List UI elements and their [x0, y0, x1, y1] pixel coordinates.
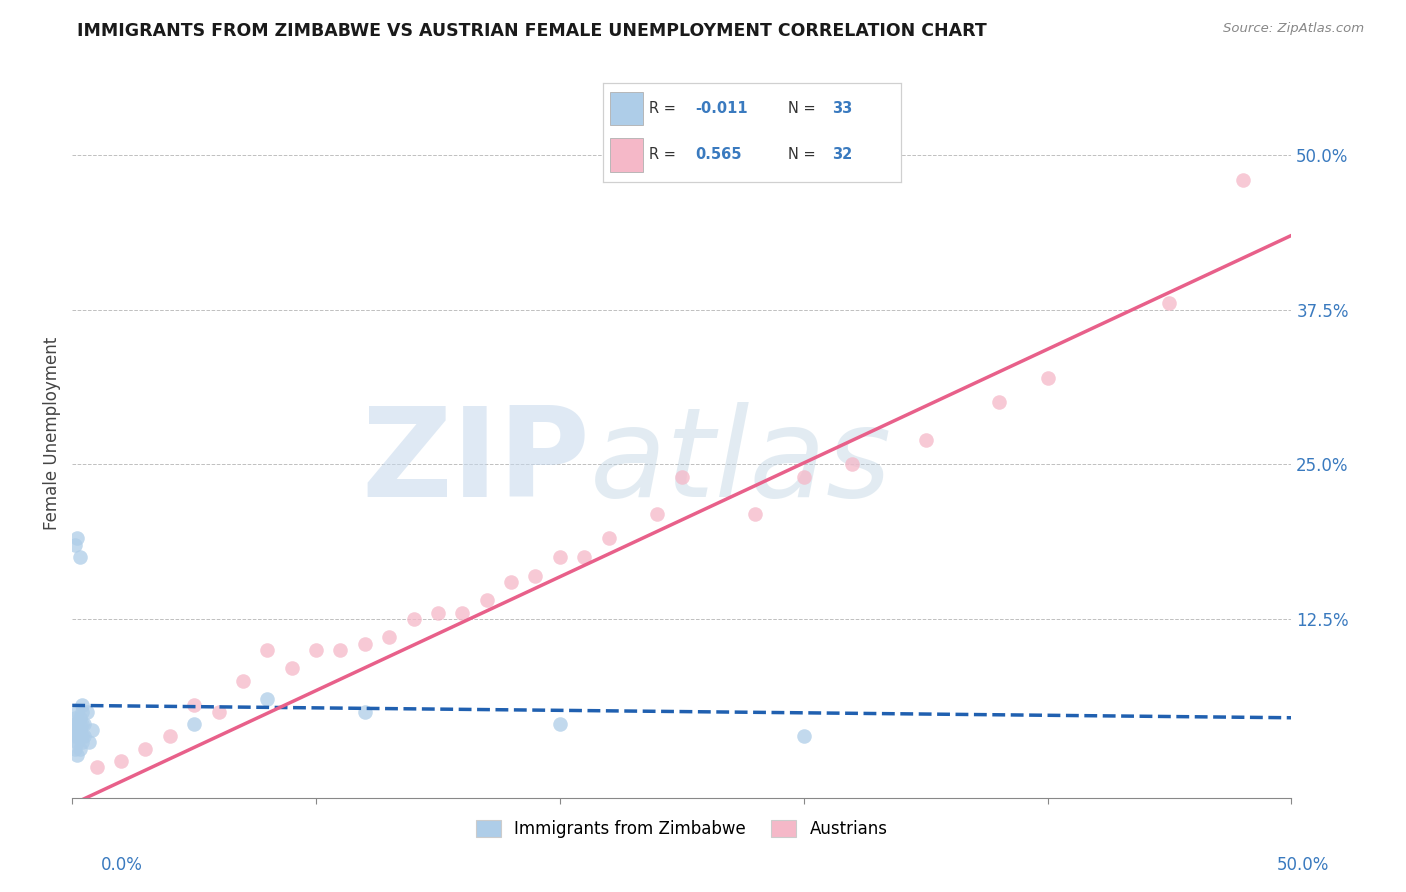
Point	[378, 631, 401, 645]
Point	[256, 642, 278, 657]
Point	[159, 729, 181, 743]
Point	[63, 741, 86, 756]
Point	[353, 705, 375, 719]
Point	[70, 735, 93, 749]
Point	[134, 741, 156, 756]
Point	[987, 395, 1010, 409]
Point	[69, 741, 91, 756]
Point	[548, 717, 571, 731]
Text: IMMIGRANTS FROM ZIMBABWE VS AUSTRIAN FEMALE UNEMPLOYMENT CORRELATION CHART: IMMIGRANTS FROM ZIMBABWE VS AUSTRIAN FEM…	[77, 22, 987, 40]
Point	[69, 723, 91, 738]
Point	[353, 636, 375, 650]
Point	[76, 705, 98, 719]
Point	[63, 717, 86, 731]
Point	[70, 705, 93, 719]
Point	[793, 729, 815, 743]
Point	[69, 729, 91, 743]
Point	[501, 574, 523, 589]
Point	[66, 705, 89, 719]
Point	[207, 705, 229, 719]
Point	[70, 717, 93, 731]
Point	[63, 723, 86, 738]
Point	[63, 538, 86, 552]
Point	[66, 532, 89, 546]
Point	[79, 735, 101, 749]
Point	[232, 673, 254, 688]
Point	[1232, 173, 1254, 187]
Point	[66, 735, 89, 749]
Point	[305, 642, 328, 657]
Point	[70, 729, 93, 743]
Point	[451, 606, 474, 620]
Point	[80, 723, 103, 738]
Point	[110, 754, 132, 768]
Point	[574, 549, 596, 564]
Point	[1159, 296, 1181, 310]
Point	[66, 717, 89, 731]
Point	[524, 568, 547, 582]
Point	[402, 612, 425, 626]
Point	[744, 507, 766, 521]
Point	[914, 433, 936, 447]
Point	[86, 760, 108, 774]
Point	[671, 469, 693, 483]
Point	[69, 717, 91, 731]
Text: Source: ZipAtlas.com: Source: ZipAtlas.com	[1223, 22, 1364, 36]
Point	[66, 729, 89, 743]
Point	[841, 457, 863, 471]
Point	[426, 606, 449, 620]
Point	[63, 711, 86, 725]
Point	[793, 469, 815, 483]
Point	[256, 692, 278, 706]
Point	[598, 532, 620, 546]
Point	[1036, 370, 1059, 384]
Point	[63, 729, 86, 743]
Point	[647, 507, 669, 521]
Point	[183, 698, 205, 713]
Point	[66, 747, 89, 762]
Point	[475, 593, 498, 607]
Text: 50.0%: 50.0%	[1277, 855, 1329, 873]
Text: ZIP: ZIP	[361, 402, 591, 523]
Point	[280, 661, 302, 675]
Text: 0.0%: 0.0%	[101, 855, 143, 873]
Point	[73, 729, 96, 743]
Point	[70, 698, 93, 713]
Legend: Immigrants from Zimbabwe, Austrians: Immigrants from Zimbabwe, Austrians	[470, 813, 894, 845]
Point	[183, 717, 205, 731]
Point	[69, 711, 91, 725]
Point	[329, 642, 352, 657]
Y-axis label: Female Unemployment: Female Unemployment	[44, 336, 60, 530]
Text: atlas: atlas	[591, 402, 893, 523]
Point	[73, 717, 96, 731]
Point	[548, 549, 571, 564]
Point	[69, 549, 91, 564]
